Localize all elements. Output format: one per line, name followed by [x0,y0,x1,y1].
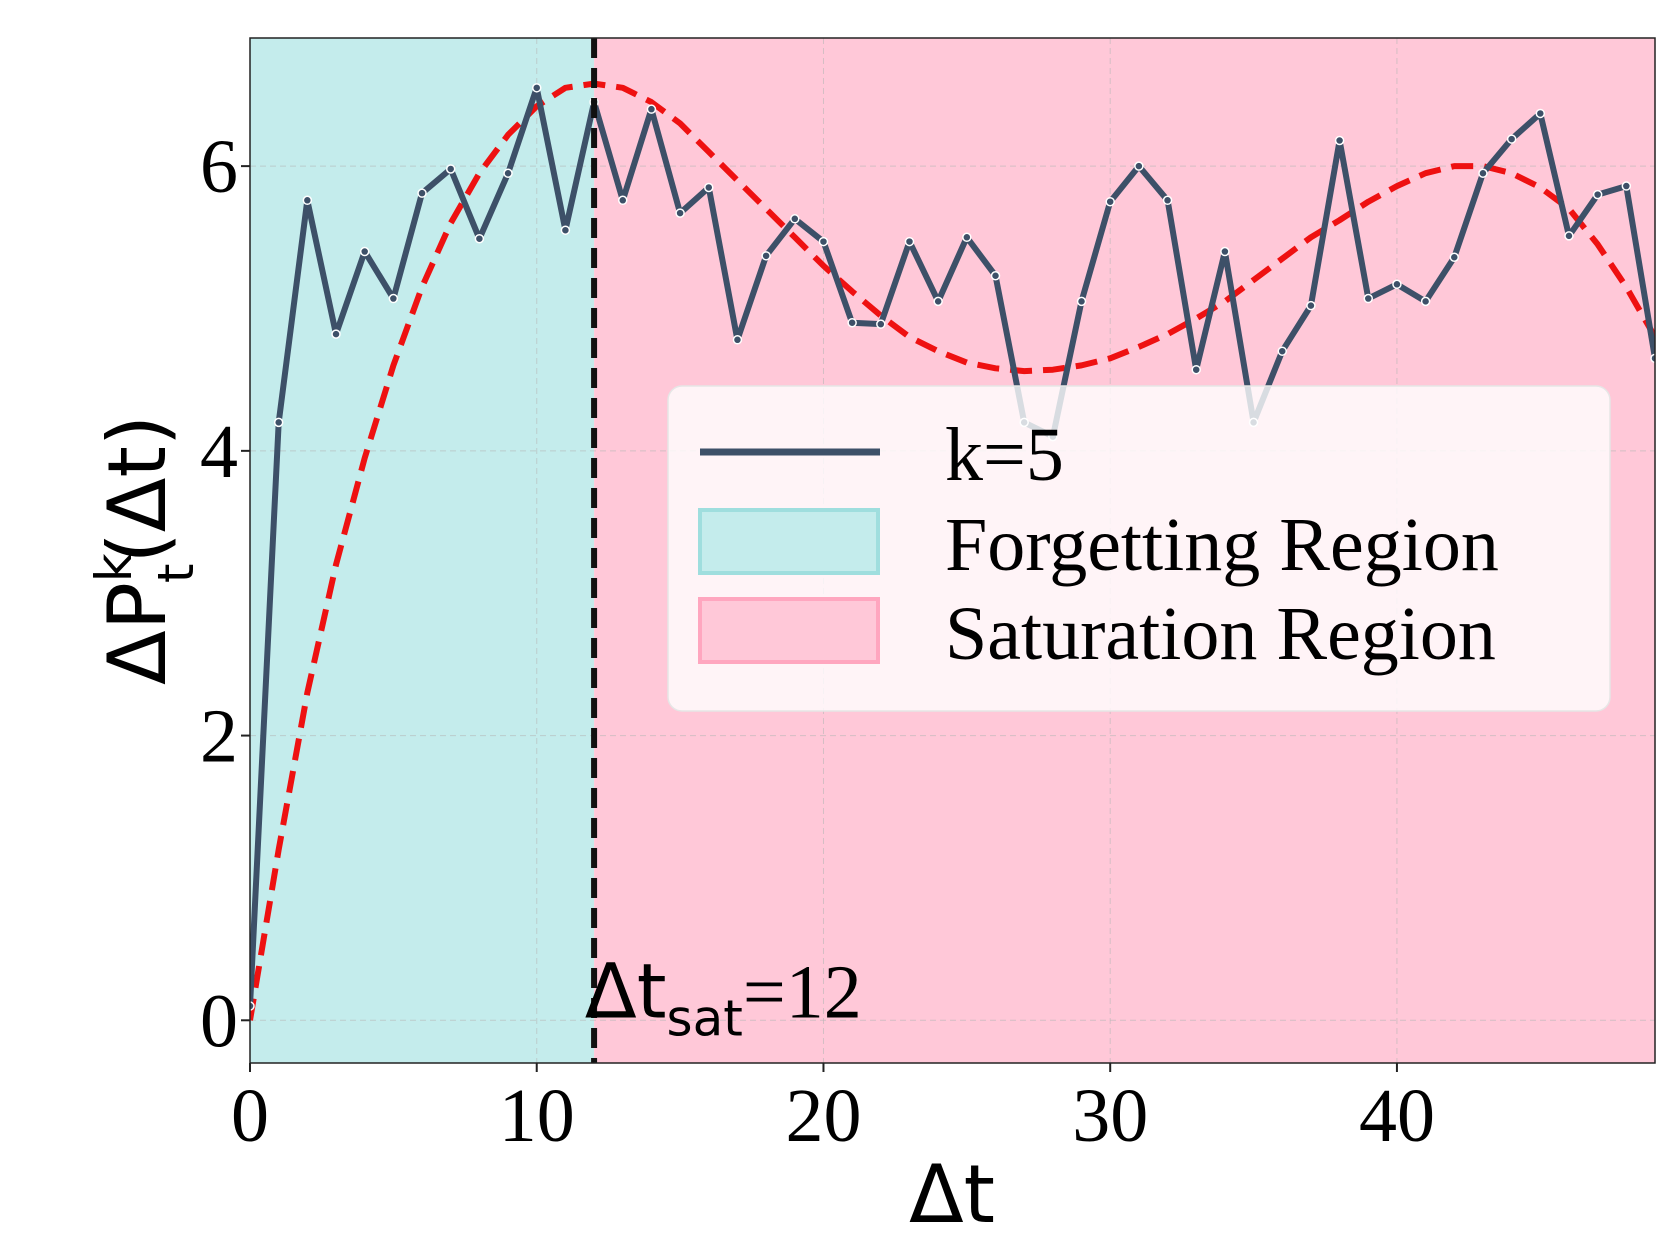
data-point [790,214,800,224]
x-tick-label: 20 [785,1074,861,1158]
data-point [1564,231,1574,241]
data-point [445,164,456,174]
data-point [732,335,743,345]
data-point [933,296,943,307]
data-point [359,246,370,257]
data-point [675,208,685,218]
data-point [1105,196,1115,207]
data-point [474,233,485,244]
data-point [1334,135,1345,146]
y-label-superscript: k [85,553,143,582]
data-point [1392,279,1402,290]
data-point [1420,296,1431,307]
annotation-subscript: sat [667,989,743,1047]
y-label-base: ΔP [91,582,184,685]
data-point [560,225,571,235]
data-point [1650,353,1655,364]
x-tick-label: 40 [1359,1074,1435,1158]
data-point [273,417,284,428]
y-label-tail: (Δt) [91,415,184,564]
data-point [1449,252,1460,262]
data-point [417,188,427,198]
annotation-base: Δt [585,946,667,1035]
legend-swatch-forgetting [698,508,880,575]
data-point [1277,346,1287,356]
x-tick-label: 0 [231,1074,269,1158]
data-point [302,195,313,206]
data-point [847,317,857,328]
data-point [876,319,886,329]
y-label-subscript: t [147,563,205,583]
data-point [761,251,771,261]
legend-box [667,385,1611,712]
legend-swatch-saturation [698,597,880,664]
data-point [531,83,542,93]
data-point [1162,195,1173,206]
y-axis-label: ΔPkt(Δt) [85,415,205,685]
legend: k=5 Forgetting Region Saturation Region [667,385,1611,712]
x-tick-label: 10 [499,1074,575,1158]
data-point [818,236,829,247]
data-point [1592,189,1603,200]
data-point [1306,300,1316,311]
data-point [618,195,628,206]
y-tick-label: 4 [200,410,238,494]
y-tick-label: 0 [200,979,238,1063]
data-point [646,104,657,114]
data-point [1134,161,1144,171]
data-point [704,182,714,193]
data-point [1363,293,1374,304]
legend-label-saturation: Saturation Region [945,592,1496,676]
legend-label-forgetting: Forgetting Region [945,503,1499,587]
legend-label-series: k=5 [945,413,1064,497]
y-tick-label: 2 [200,695,238,779]
data-point [1076,296,1087,307]
data-point [1220,246,1230,257]
data-point [503,168,513,178]
data-point [1621,181,1632,191]
data-point [990,270,1001,281]
plot-frame [249,37,1656,1064]
data-point [1478,168,1488,178]
data-point [962,232,972,243]
data-point [1535,108,1546,119]
data-point [250,1001,255,1011]
series-line-k5 [250,84,1655,1007]
x-axis-label: Δt [909,1148,995,1241]
fit-curve [250,80,1655,1021]
annotation-value: =12 [743,950,862,1034]
data-point [904,236,915,247]
data-point [1191,364,1201,375]
saturation-annotation: Δtsat=12 [585,946,862,1047]
data-point [1506,134,1517,144]
x-tick-label: 30 [1072,1074,1148,1158]
y-tick-label: 6 [200,125,238,209]
data-point [388,293,399,304]
data-point [331,329,341,339]
